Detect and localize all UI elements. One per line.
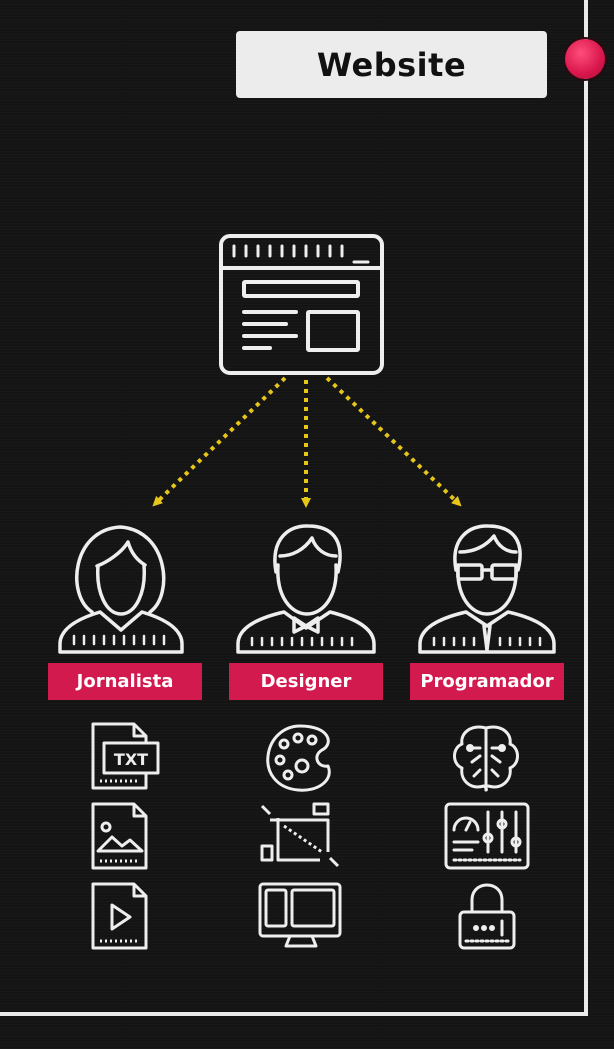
man-bowtie-avatar-icon bbox=[236, 524, 376, 654]
title-box: Website bbox=[236, 31, 547, 98]
title-text: Website bbox=[316, 45, 467, 84]
crop-tool-icon bbox=[260, 802, 340, 868]
frame-bottom-border bbox=[0, 1012, 588, 1016]
label-programador-text: Programador bbox=[420, 671, 554, 692]
frame-right-border bbox=[584, 0, 588, 1016]
connector-arrows bbox=[152, 376, 462, 508]
brain-circuit-icon bbox=[453, 725, 519, 792]
video-file-icon bbox=[91, 882, 148, 950]
label-designer-text: Designer bbox=[260, 671, 352, 692]
browser-window-icon bbox=[219, 234, 384, 375]
responsive-devices-icon bbox=[258, 882, 342, 948]
label-designer: Designer bbox=[229, 663, 383, 700]
svg-text:TXT: TXT bbox=[114, 750, 148, 769]
man-glasses-avatar-icon bbox=[418, 524, 556, 654]
arrow-to-programador bbox=[325, 376, 462, 507]
image-file-icon bbox=[91, 802, 148, 870]
record-dot-icon bbox=[565, 39, 605, 79]
palette-icon bbox=[266, 724, 331, 792]
arrow-to-jornalista bbox=[152, 376, 287, 507]
label-jornalista: Jornalista bbox=[48, 663, 202, 700]
label-jornalista-text: Jornalista bbox=[76, 671, 174, 692]
password-lock-icon bbox=[458, 883, 516, 950]
txt-file-icon: TXT bbox=[91, 722, 160, 790]
woman-avatar-icon bbox=[58, 525, 184, 654]
control-panel-icon bbox=[444, 802, 530, 870]
label-programador: Programador bbox=[410, 663, 564, 700]
